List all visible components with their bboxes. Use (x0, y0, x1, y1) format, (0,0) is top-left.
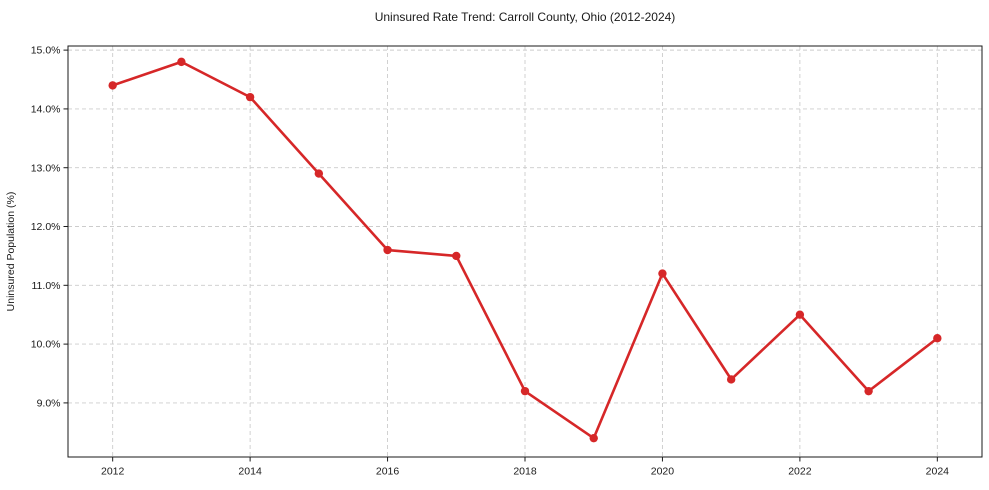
data-point (452, 251, 461, 261)
y-axis-label: Uninsured Population (%) (5, 192, 17, 312)
y-tick-label: 10.0% (31, 339, 61, 351)
x-tick-label: 2012 (101, 466, 125, 478)
x-tick-label: 2024 (926, 466, 950, 478)
data-point (589, 433, 598, 443)
x-tick-label: 2014 (238, 466, 262, 478)
plot-area: 9.0% 10.0% 11.0% 12.0% 13.0% 14.0% 15.0% 2012 20… (31, 45, 983, 478)
data-point (245, 92, 255, 102)
data-point (177, 57, 186, 67)
x-tick-label: 2018 (513, 466, 537, 478)
y-tick-label: 15.0% (31, 45, 61, 57)
data-point (795, 310, 805, 319)
data-point (726, 375, 736, 384)
data-point (658, 269, 667, 278)
data-point (383, 245, 392, 255)
data-point (108, 81, 117, 90)
x-tick-label: 2020 (651, 466, 675, 478)
data-point (933, 334, 942, 343)
y-tick-label: 14.0% (31, 104, 61, 116)
chart-title: Uninsured Rate Trend: Carroll County, Oh… (375, 10, 676, 24)
data-point (520, 386, 530, 396)
y-tick-label: 13.0% (31, 162, 61, 174)
plot-border (67, 45, 983, 458)
x-tick-label: 2016 (376, 466, 400, 478)
y-tick-label: 12.0% (31, 221, 61, 233)
y-tick-label: 9.0% (37, 398, 61, 410)
data-point (314, 169, 324, 178)
y-tick-label: 11.0% (32, 280, 61, 292)
data-point (864, 386, 873, 396)
x-tick-label: 2022 (788, 466, 812, 478)
